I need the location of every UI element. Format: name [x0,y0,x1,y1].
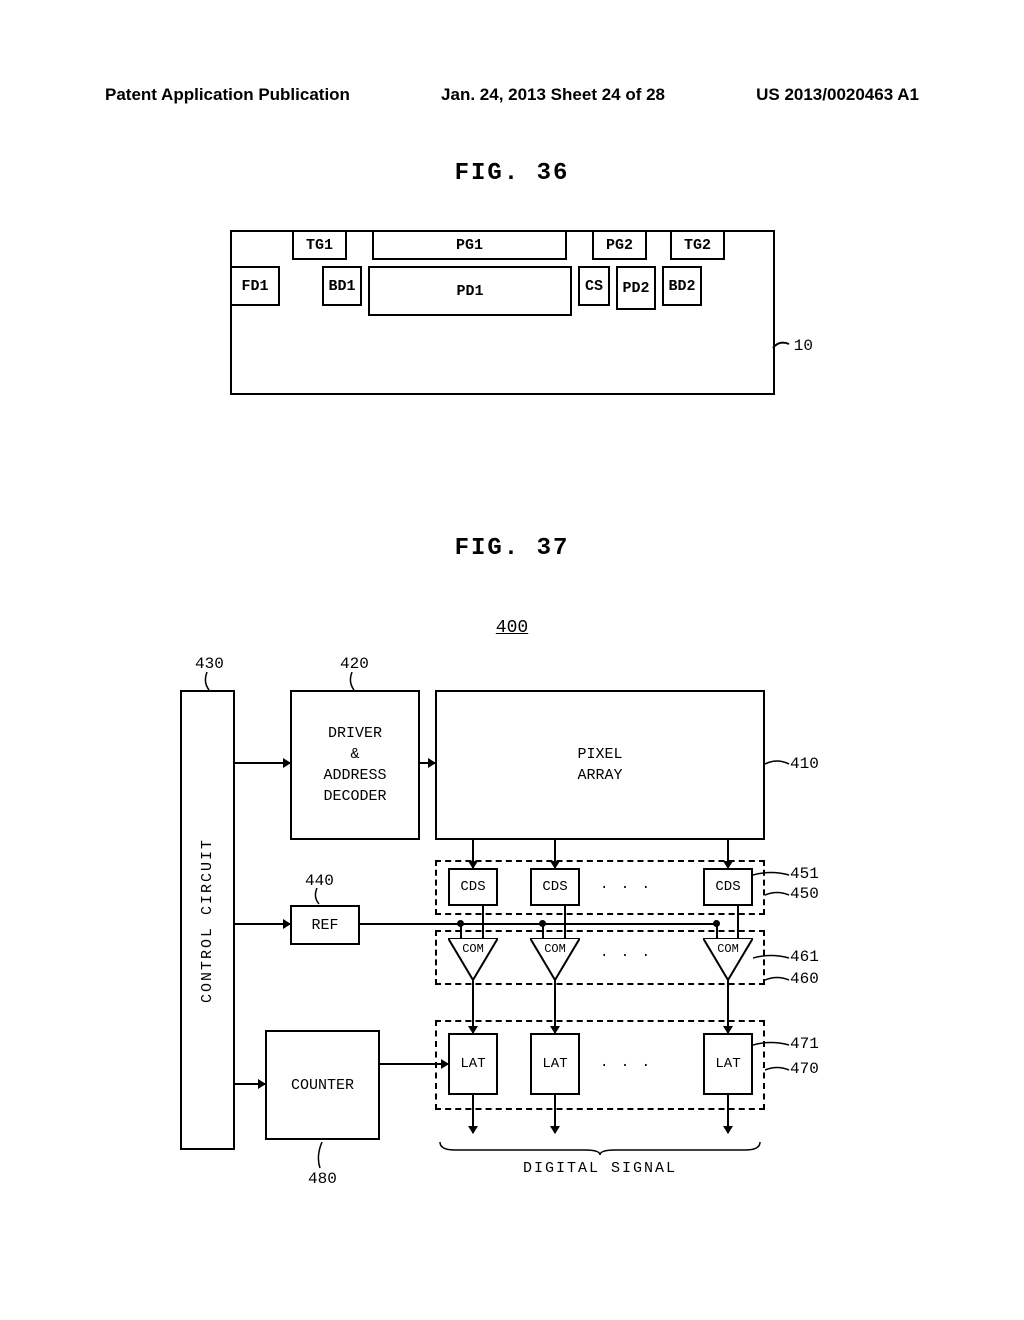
comparator-1-label: COM [448,942,498,956]
box-tg2: TG2 [670,230,725,260]
lat-box-1: LAT [448,1033,498,1095]
comparator-2: COM [530,938,580,980]
wire-com-lat-3 [727,980,729,1033]
ref-400: 400 [0,618,1024,638]
lead-420 [348,672,360,692]
ref-460: 460 [790,970,819,988]
header-right: US 2013/0020463 A1 [756,85,919,105]
fig37-title: FIG. 37 [0,535,1024,562]
ref-430: 430 [195,655,224,673]
lat-box-3: LAT [703,1033,753,1095]
lead-440 [313,888,325,906]
ref-451: 451 [790,865,819,883]
header-center: Jan. 24, 2013 Sheet 24 of 28 [441,85,665,105]
wire-driver-pixel [420,762,435,764]
header-left: Patent Application Publication [105,85,350,105]
lead-430 [203,672,215,692]
lat-ellipsis: · · · [600,1058,652,1074]
cds-box-3: CDS [703,868,753,906]
wire-lat-out-1 [472,1095,474,1133]
cds-ellipsis: · · · [600,880,652,896]
wire-cds-com-3 [737,906,739,938]
comparator-1: COM [448,938,498,980]
dot-2 [539,920,546,927]
dot-3 [713,920,720,927]
lead-480 [316,1142,328,1170]
lead-451 [753,870,790,880]
box-pd2: PD2 [616,266,656,310]
wire-cds-com-1 [482,906,484,938]
page-header: Patent Application Publication Jan. 24, … [0,85,1024,105]
box-tg1: TG1 [292,230,347,260]
fig37-diagram: CONTROL CIRCUIT DRIVER & ADDRESS DECODER… [180,650,880,1230]
box-bd2: BD2 [662,266,702,306]
leader-10 [771,338,791,352]
wire-com-lat-2 [554,980,556,1033]
wire-counter-lat [380,1063,448,1065]
ref-480: 480 [308,1170,337,1188]
ref-470: 470 [790,1060,819,1078]
box-fd1: FD1 [230,266,280,306]
comparator-3-label: COM [703,942,753,956]
control-circuit-block: CONTROL CIRCUIT [180,690,235,1150]
lead-471 [753,1040,790,1050]
pixel-array-label: PIXEL ARRAY [577,744,622,786]
com-ellipsis: · · · [600,948,652,964]
lead-470 [765,1065,790,1075]
ref-450: 450 [790,885,819,903]
wire-cds-com-2 [564,906,566,938]
box-pd1: PD1 [368,266,572,316]
comparator-2-label: COM [530,942,580,956]
cds-box-2: CDS [530,868,580,906]
box-bd1: BD1 [322,266,362,306]
pixel-array-block: PIXEL ARRAY [435,690,765,840]
ref-461: 461 [790,948,819,966]
comparator-3: COM [703,938,753,980]
digital-signal-brace [435,1140,765,1155]
digital-signal-label: DIGITAL SIGNAL [435,1160,765,1177]
ref-10: 10 [794,337,813,355]
lead-410 [765,758,790,770]
fig36-diagram: TG1 PG1 PG2 TG2 FD1 BD1 PD1 CS PD2 BD2 1… [230,230,775,395]
wire-control-ref [235,923,290,925]
box-pg2: PG2 [592,230,647,260]
wire-lat-out-2 [554,1095,556,1133]
wire-pixel-cds-1 [472,840,474,868]
ref-410: 410 [790,755,819,773]
wire-pixel-cds-3 [727,840,729,868]
box-pg1: PG1 [372,230,567,260]
wire-pixel-cds-2 [554,840,556,868]
lead-461 [753,953,790,963]
counter-block: COUNTER [265,1030,380,1140]
dot-1 [457,920,464,927]
wire-control-counter [235,1083,265,1085]
wire-lat-out-3 [727,1095,729,1133]
fig36-title: FIG. 36 [0,160,1024,187]
control-circuit-label: CONTROL CIRCUIT [197,837,218,1002]
lat-box-2: LAT [530,1033,580,1095]
driver-decoder-label: DRIVER & ADDRESS DECODER [323,723,386,807]
cds-box-1: CDS [448,868,498,906]
wire-com-lat-1 [472,980,474,1033]
box-cs: CS [578,266,610,306]
lead-450 [765,890,790,900]
ref-block: REF [290,905,360,945]
ref-420: 420 [340,655,369,673]
wire-control-driver [235,762,290,764]
lead-460 [765,975,790,985]
driver-decoder-block: DRIVER & ADDRESS DECODER [290,690,420,840]
ref-471: 471 [790,1035,819,1053]
